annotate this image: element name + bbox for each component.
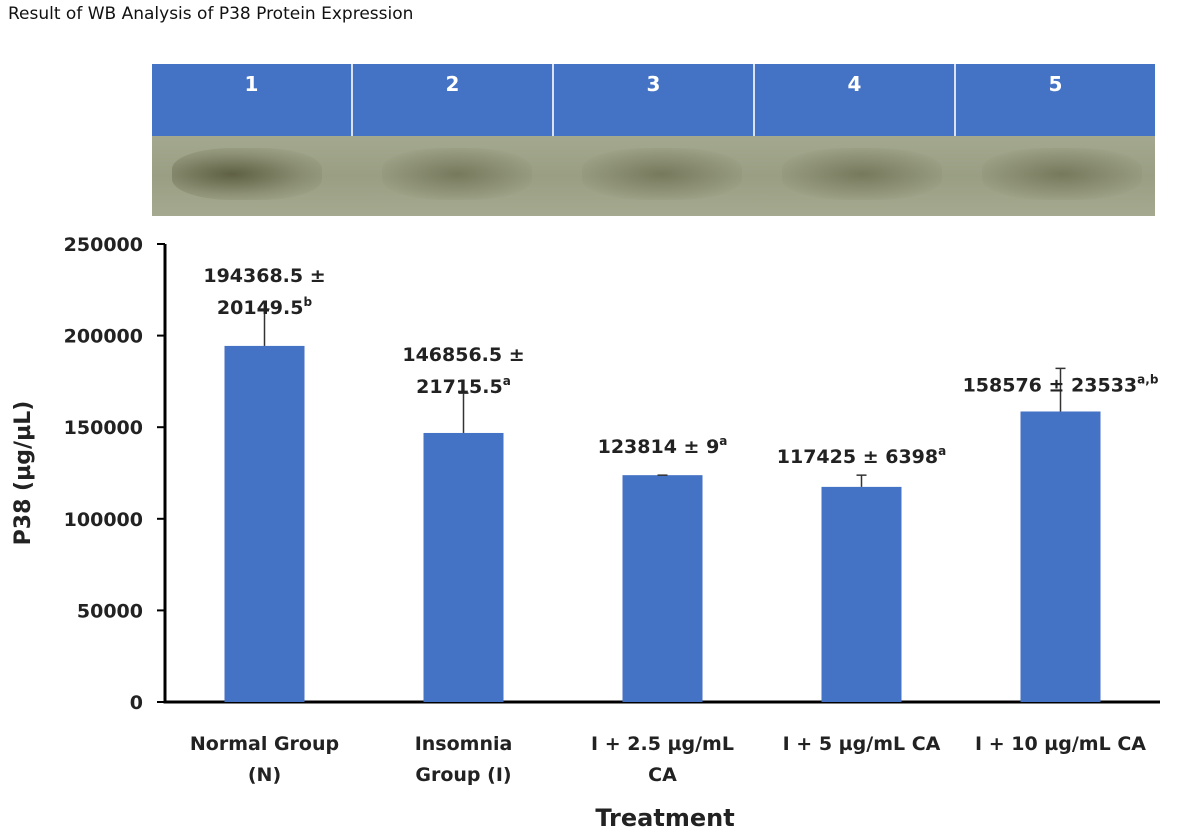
bar-4 xyxy=(821,486,902,702)
bar-3 xyxy=(622,475,703,702)
data-label-1: 194368.5 ± xyxy=(203,265,325,287)
data-label-4: 117425 ± 6398a xyxy=(777,444,946,468)
y-tick-label: 0 xyxy=(130,692,143,714)
lane-label-3: 3 xyxy=(554,64,755,136)
data-label-3: 123814 ± 9a xyxy=(598,434,728,458)
x-tick-label: (N) xyxy=(248,764,281,786)
x-tick-label: I + 5 µg/mL CA xyxy=(783,733,941,755)
bar-chart: 0 50000 100000 150000 200000 250000 P38 (µg/µL… xyxy=(11,234,1160,832)
blot-band-3 xyxy=(582,148,742,200)
x-tick-label: I + 10 µg/mL CA xyxy=(975,733,1146,755)
blot-band-1 xyxy=(172,148,322,200)
lane-label-2: 2 xyxy=(353,64,554,136)
bar-5 xyxy=(1020,411,1101,702)
data-label-5: 158576 ± 23533a,b xyxy=(963,372,1159,396)
x-tick-label: Group (I) xyxy=(415,764,511,786)
lane-label-5: 5 xyxy=(956,64,1155,136)
data-label-1: 20149.5b xyxy=(217,295,313,319)
page-title: Result of WB Analysis of P38 Protein Exp… xyxy=(8,4,414,24)
y-tick-label: 50000 xyxy=(77,600,143,622)
lane-label-1: 1 xyxy=(152,64,353,136)
y-tick-label: 150000 xyxy=(64,417,143,439)
lane-header: 1 2 3 4 5 xyxy=(152,64,1155,136)
lane-label-4: 4 xyxy=(755,64,956,136)
bar-2 xyxy=(423,432,504,702)
data-label-2: 21715.5a xyxy=(416,374,511,398)
x-tick-label: I + 2.5 µg/mL xyxy=(591,733,734,755)
x-tick-label: Normal Group xyxy=(190,733,339,755)
blot-band-5 xyxy=(982,148,1142,200)
x-axis-label: Treatment xyxy=(595,804,734,832)
y-tick-label: 100000 xyxy=(64,509,143,531)
y-axis-label: P38 (µg/µL) xyxy=(11,401,36,546)
blot-band-2 xyxy=(382,148,532,200)
x-tick-label: Insomnia xyxy=(415,733,513,755)
y-tick-label: 250000 xyxy=(64,234,143,256)
blot-band-4 xyxy=(782,148,942,200)
data-label-2: 146856.5 ± xyxy=(402,344,524,366)
bar-1 xyxy=(224,345,305,702)
y-tick-label: 200000 xyxy=(64,326,143,348)
x-tick-label: CA xyxy=(648,764,677,786)
western-blot-image xyxy=(152,136,1155,216)
